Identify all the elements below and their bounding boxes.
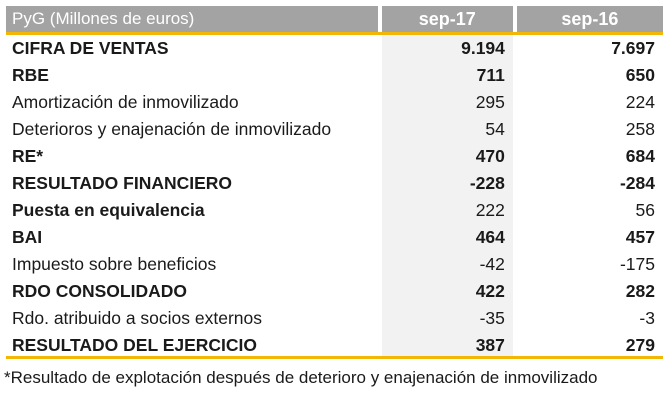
value-sep16: -175 bbox=[619, 254, 655, 274]
value-sep16: -284 bbox=[619, 173, 655, 193]
row-label: Puesta en equivalencia bbox=[12, 200, 205, 220]
pyg-table: PyG (Millones de euros) sep-17 sep-16 CI… bbox=[6, 6, 663, 359]
row-label: Impuesto sobre beneficios bbox=[12, 254, 217, 274]
value-sep16: 282 bbox=[625, 281, 655, 301]
value-sep17: -228 bbox=[381, 170, 513, 197]
row-label: BAI bbox=[12, 227, 43, 247]
table-row: RDO CONSOLIDADO 422 282 bbox=[6, 278, 663, 305]
value-sep17: 54 bbox=[381, 116, 513, 143]
row-label: RBE bbox=[12, 65, 49, 85]
row-label: Amortización de inmovilizado bbox=[12, 92, 239, 112]
table-row: CIFRA DE VENTAS 9.194 7.697 bbox=[6, 32, 663, 62]
bottom-rule bbox=[6, 356, 663, 359]
value-sep17: 464 bbox=[381, 224, 513, 251]
table-row: RBE 711 650 bbox=[6, 62, 663, 89]
value-sep16: 457 bbox=[625, 227, 655, 247]
table-row: RESULTADO DEL EJERCICIO 387 279 bbox=[6, 332, 663, 359]
value-sep17: 470 bbox=[381, 143, 513, 170]
table-row: RE* 470 684 bbox=[6, 143, 663, 170]
value-sep16: 56 bbox=[635, 200, 655, 220]
row-label: Deterioros y enajenación de inmovilizado bbox=[12, 119, 332, 139]
table-row: Puesta en equivalencia 222 56 bbox=[6, 197, 663, 224]
value-sep16: 279 bbox=[625, 335, 655, 355]
value-sep17: -35 bbox=[381, 305, 513, 332]
value-sep17: 295 bbox=[381, 89, 513, 116]
value-sep16: 684 bbox=[625, 146, 655, 166]
table-row: Rdo. atribuido a socios externos -35 -3 bbox=[6, 305, 663, 332]
row-label: RESULTADO DEL EJERCICIO bbox=[12, 335, 258, 355]
table-body: CIFRA DE VENTAS 9.194 7.697 RBE 711 650 Amorti… bbox=[6, 32, 663, 359]
table-header: PyG (Millones de euros) sep-17 sep-16 bbox=[6, 6, 663, 32]
table-row: RESULTADO FINANCIERO -228 -284 bbox=[6, 170, 663, 197]
header-col-sep17: sep-17 bbox=[381, 6, 513, 32]
value-sep16: 650 bbox=[625, 65, 655, 85]
value-sep17: 9.194 bbox=[381, 35, 513, 62]
footnote: *Resultado de explotación después de det… bbox=[4, 368, 598, 387]
value-sep17: 422 bbox=[381, 278, 513, 305]
row-label: RESULTADO FINANCIERO bbox=[12, 173, 233, 193]
value-sep16: 7.697 bbox=[611, 38, 655, 58]
value-sep17: -42 bbox=[381, 251, 513, 278]
value-sep16: 224 bbox=[625, 92, 655, 112]
row-label: RDO CONSOLIDADO bbox=[12, 281, 187, 301]
value-sep17: 711 bbox=[381, 62, 513, 89]
table-row: Impuesto sobre beneficios -42 -175 bbox=[6, 251, 663, 278]
table-row: BAI 464 457 bbox=[6, 224, 663, 251]
value-sep16: 258 bbox=[625, 119, 655, 139]
value-sep17: 387 bbox=[381, 332, 513, 359]
row-label: Rdo. atribuido a socios externos bbox=[12, 308, 262, 328]
header-col-sep16: sep-16 bbox=[516, 6, 663, 32]
table-row: Amortización de inmovilizado 295 224 bbox=[6, 89, 663, 116]
row-label: CIFRA DE VENTAS bbox=[12, 38, 169, 58]
header-label: PyG (Millones de euros) bbox=[6, 6, 378, 32]
value-sep17: 222 bbox=[381, 197, 513, 224]
value-sep16: -3 bbox=[639, 308, 655, 328]
table-row: Deterioros y enajenación de inmovilizado… bbox=[6, 116, 663, 143]
row-label: RE* bbox=[12, 146, 44, 166]
